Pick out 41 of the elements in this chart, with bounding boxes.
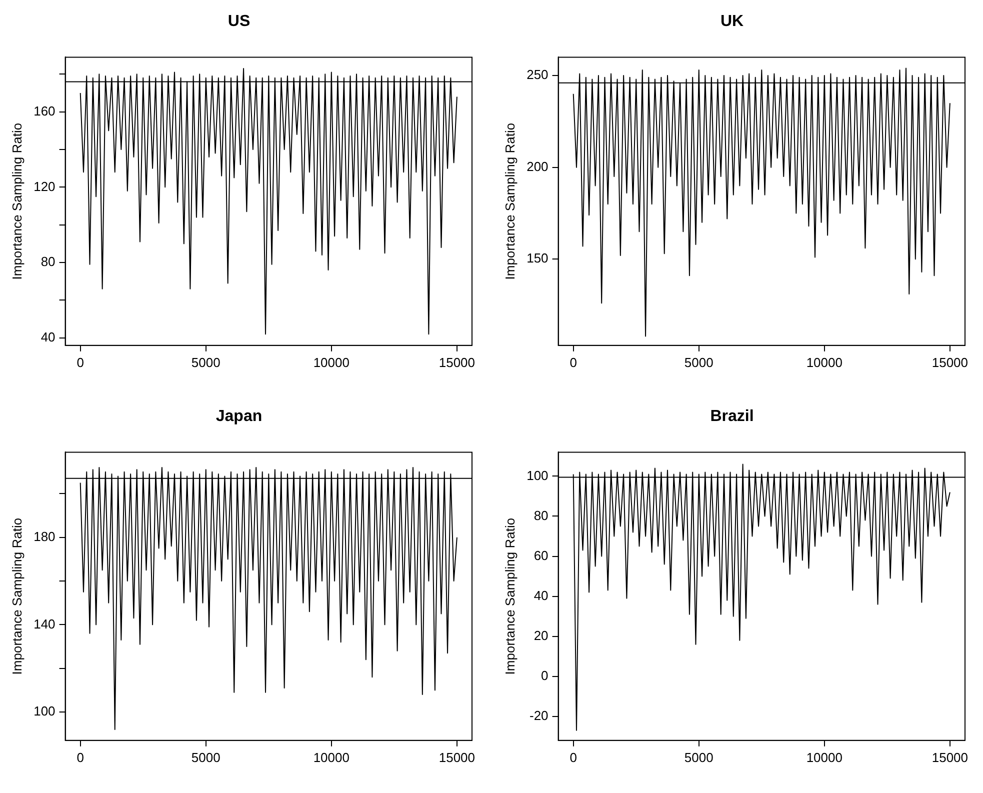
y-tick-label: 100 [34, 704, 56, 719]
y-tick-label: 200 [526, 158, 548, 174]
x-tick-label: 15000 [438, 750, 476, 765]
y-tick-label: 80 [534, 508, 548, 523]
y-tick-label: 100 [526, 468, 548, 483]
x-tick-label: 5000 [191, 750, 220, 765]
y-tick-label: 0 [541, 668, 548, 683]
x-tick-label: 15000 [932, 750, 968, 765]
chart-title: Japan [216, 408, 262, 426]
y-tick-label: 60 [534, 548, 548, 563]
y-tick-label: 40 [534, 588, 548, 603]
x-tick-label: 5000 [684, 354, 714, 370]
y-tick-label: 160 [34, 103, 56, 118]
y-tick-label: 80 [40, 254, 56, 270]
y-tick-label: -20 [529, 708, 548, 723]
y-axis-title: Importance Sampling Ratio [9, 518, 24, 675]
x-tick-label: 0 [570, 354, 577, 370]
x-tick-label: 10000 [806, 750, 842, 765]
x-tick-label: 0 [570, 750, 577, 765]
chart-title: US [228, 13, 250, 30]
x-tick-label: 10000 [313, 354, 350, 370]
chart-title: Brazil [710, 408, 754, 426]
y-tick-label: 20 [534, 628, 548, 643]
x-tick-label: 10000 [806, 354, 842, 370]
x-tick-label: 15000 [932, 354, 968, 370]
y-tick-label: 250 [526, 67, 548, 82]
chart-title: UK [720, 13, 744, 30]
x-tick-label: 10000 [313, 750, 350, 765]
y-axis-title: Importance Sampling Ratio [9, 122, 24, 280]
y-tick-label: 140 [34, 616, 56, 632]
y-tick-label: 120 [34, 178, 56, 194]
y-tick-label: 40 [40, 329, 56, 344]
y-axis-title: Importance Sampling Ratio [502, 518, 518, 675]
x-tick-label: 0 [76, 750, 84, 765]
y-axis-title: Importance Sampling Ratio [502, 122, 518, 280]
x-tick-label: 5000 [684, 750, 714, 765]
y-tick-label: 180 [34, 528, 56, 544]
x-tick-label: 0 [76, 354, 84, 370]
x-tick-label: 5000 [191, 354, 220, 370]
y-tick-label: 150 [526, 250, 548, 266]
x-tick-label: 15000 [438, 354, 476, 370]
